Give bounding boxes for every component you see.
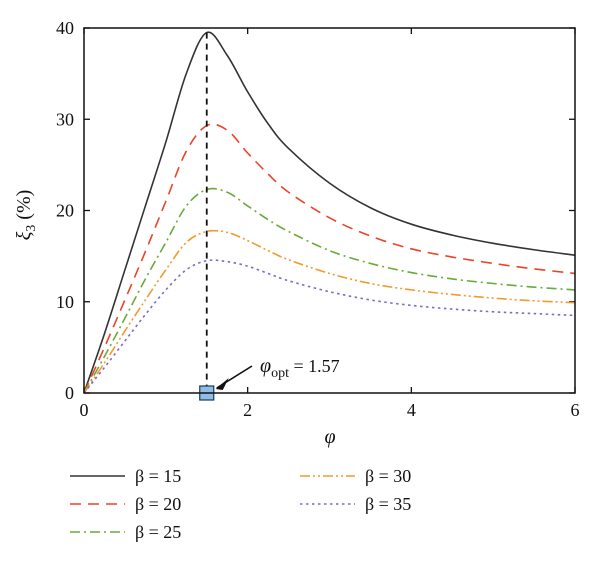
y-tick-label: 0 [65, 383, 74, 403]
x-tick-label: 0 [80, 400, 89, 420]
y-axis-label: ξ3 (%) [13, 190, 39, 241]
series-line-4 [83, 229, 576, 394]
series-line-5 [83, 259, 576, 394]
x-tick-label: 6 [571, 400, 580, 420]
y-tick-label: 30 [56, 109, 74, 129]
annotation-arrow-head [215, 378, 229, 390]
x-tick-label: 2 [243, 400, 252, 420]
y-tick-label: 40 [56, 18, 74, 38]
plot-frame [83, 27, 576, 394]
series-line-1 [83, 31, 576, 394]
x-tick-label: 4 [407, 400, 416, 420]
legend-label-3: β = 25 [135, 522, 181, 542]
annotation-group: φopt = 1.57 [199, 32, 340, 401]
series-lines [83, 31, 576, 394]
y-axis-label-suffix: (%) [13, 190, 35, 225]
axis-ticks: 0 2 4 6 0 10 20 30 40 [56, 18, 580, 420]
legend-label-5: β = 35 [365, 494, 411, 514]
y-axis-label-symbol: ξ [13, 231, 35, 240]
y-tick-label: 10 [56, 292, 74, 312]
optimal-phi-label-subscript: opt [271, 366, 289, 381]
legend-label-2: β = 20 [135, 494, 181, 514]
legend: β = 15 β = 20 β = 25 β = 30 β = 35 [70, 466, 411, 542]
y-tick-label: 20 [56, 201, 74, 221]
optimal-phi-label-symbol: φ [260, 355, 271, 377]
series-line-3 [83, 187, 576, 394]
optimal-phi-label: φopt = 1.57 [260, 355, 340, 381]
y-axis-label-subscript: 3 [24, 225, 39, 232]
legend-label-1: β = 15 [135, 466, 181, 486]
optimal-phi-label-value: = 1.57 [289, 356, 340, 376]
series-line-2 [83, 123, 576, 394]
x-axis-label: φ [324, 426, 335, 448]
legend-label-4: β = 30 [365, 466, 411, 486]
